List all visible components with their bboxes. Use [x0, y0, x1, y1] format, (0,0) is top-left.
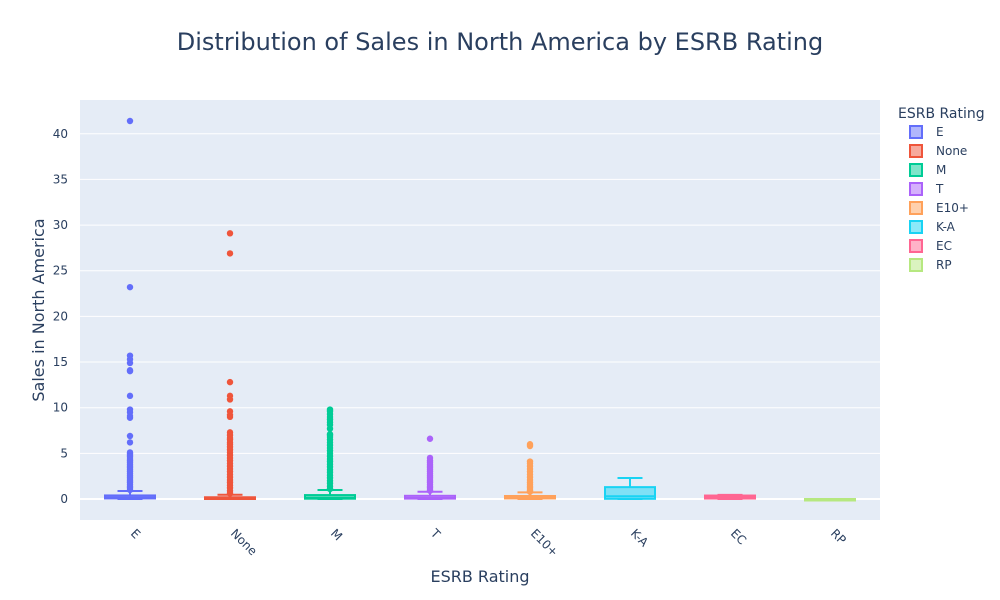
- legend: ESRB Rating E None MT E10+ K-A EC RP: [898, 106, 985, 272]
- outlier-point: [326, 485, 334, 493]
- box-iqr: [604, 486, 656, 500]
- box-trace-RP: [804, 498, 856, 502]
- legend-item-T[interactable]: T: [909, 182, 944, 196]
- box-traces: [104, 117, 856, 502]
- outlier-point: [226, 396, 234, 403]
- outlier-point: [126, 486, 134, 494]
- box-trace-EC: [704, 493, 756, 500]
- outlier-point: [226, 490, 234, 497]
- legend-label: M: [936, 163, 946, 177]
- y-tick-label: 15: [53, 355, 68, 369]
- y-tick-label: 10: [53, 401, 68, 415]
- x-tick-label: RP: [828, 526, 849, 547]
- chart-title: Distribution of Sales in North America b…: [177, 28, 823, 56]
- x-tick-label: K-A: [628, 526, 652, 550]
- x-tick-label: None: [228, 526, 260, 558]
- legend-item-E10+[interactable]: E10+: [909, 201, 969, 215]
- x-tick-label: M: [328, 526, 345, 543]
- outlier-point: [126, 439, 134, 446]
- outlier-point: [226, 230, 234, 237]
- plot-background: [80, 100, 880, 520]
- box-trace-E10+: [504, 441, 556, 500]
- legend-label: E: [936, 125, 944, 139]
- x-tick-label: E10+: [528, 526, 561, 559]
- y-tick-label: 25: [53, 264, 68, 278]
- x-axis-title: ESRB Rating: [430, 567, 529, 586]
- box-trace-E: [104, 117, 156, 500]
- legend-swatch: [909, 144, 923, 158]
- legend-label: E10+: [936, 201, 969, 215]
- box-trace-M: [304, 406, 356, 500]
- outlier-point: [126, 414, 134, 421]
- outlier-point: [126, 359, 134, 367]
- legend-swatch: [909, 258, 923, 272]
- legend-label: None: [936, 144, 967, 158]
- outlier-point: [426, 487, 434, 494]
- y-tick-labels: 0 5 10 15 20 25 30 35 40: [53, 127, 68, 506]
- legend-title: ESRB Rating: [898, 106, 985, 122]
- x-tick-labels: E None M T E10+ K-A EC RP: [128, 526, 849, 560]
- outlier-point: [126, 117, 134, 125]
- legend-label: T: [935, 182, 944, 196]
- legend-label: K-A: [936, 220, 956, 234]
- legend-item-RP[interactable]: RP: [909, 258, 952, 272]
- y-tick-label: 0: [60, 492, 68, 506]
- legend-label: EC: [936, 239, 952, 253]
- outlier-point: [126, 432, 134, 440]
- legend-swatch: [909, 163, 923, 177]
- y-tick-label: 35: [53, 172, 68, 186]
- outlier-point: [126, 283, 134, 291]
- y-tick-label: 30: [53, 218, 68, 232]
- legend-item-M[interactable]: M: [909, 163, 946, 177]
- legend-item-K-A[interactable]: K-A: [909, 220, 956, 234]
- legend-label: RP: [936, 258, 952, 272]
- legend-item-EC[interactable]: EC: [909, 239, 952, 253]
- y-axis-title: Sales in North America: [29, 218, 48, 401]
- outlier-point: [226, 250, 234, 257]
- x-tick-label: T: [427, 526, 443, 542]
- box-trace-None: [204, 230, 256, 501]
- outlier-point: [526, 442, 534, 450]
- box-trace-T: [404, 435, 456, 500]
- legend-swatch: [909, 182, 923, 196]
- outlier-point: [226, 378, 234, 386]
- outlier-point: [126, 392, 134, 400]
- outlier-point: [126, 367, 134, 375]
- legend-swatch: [909, 201, 923, 215]
- outlier-point: [526, 488, 534, 495]
- y-tick-label: 5: [60, 446, 68, 460]
- outlier-point: [426, 435, 434, 442]
- legend-swatch: [909, 125, 923, 139]
- outlier-point: [226, 413, 234, 421]
- legend-swatch: [909, 220, 923, 234]
- x-tick-label: E: [128, 526, 143, 541]
- x-tick-label: EC: [728, 526, 749, 547]
- legend-swatch: [909, 239, 923, 253]
- legend-item-None[interactable]: None: [909, 144, 967, 158]
- outlier-point: [326, 425, 334, 432]
- y-tick-label: 40: [53, 127, 68, 141]
- legend-item-E[interactable]: E: [909, 125, 944, 139]
- box-trace-K-A: [604, 477, 656, 500]
- y-tick-label: 20: [53, 309, 68, 323]
